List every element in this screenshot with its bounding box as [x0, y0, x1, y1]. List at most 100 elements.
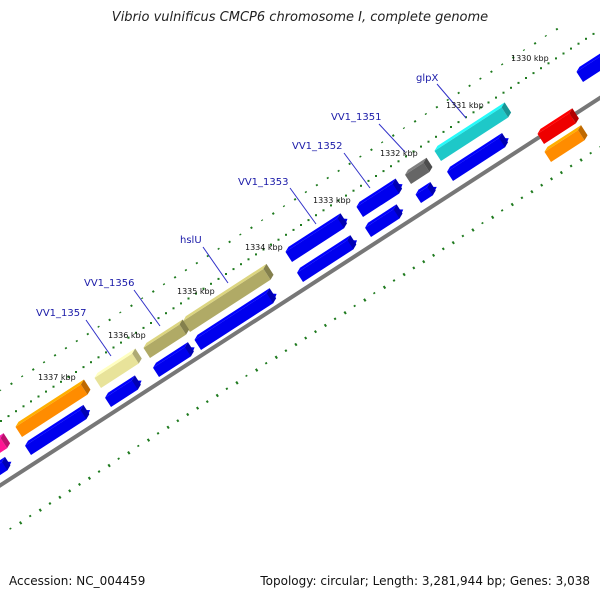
gc-inner-dot	[337, 169, 340, 173]
gc-inner-dot	[140, 297, 144, 300]
ruler-dot	[37, 395, 40, 398]
gc-inner-dot	[0, 389, 2, 392]
ruler-dot	[270, 243, 272, 246]
gene-label-VV1_1352[interactable]: VV1_1352	[292, 141, 343, 152]
gc-outer-dot	[471, 228, 475, 232]
gc-outer-dot	[500, 209, 504, 212]
tick-label-1331: 1331 kbp	[446, 101, 484, 110]
gc-outer-dot	[87, 476, 92, 480]
ruler-dot	[427, 140, 430, 143]
ruler-dot	[172, 307, 175, 310]
cds-lower-8	[25, 404, 91, 455]
feature-VV1_1353	[285, 213, 348, 262]
ruler-dot	[570, 47, 572, 50]
ruler-dot	[0, 420, 2, 422]
feature-orange-left	[15, 379, 91, 437]
scale-tick-labels: 1330 kbp 1331 kbp 1332 kbp 1333 kbp 1334…	[38, 54, 549, 382]
gene-label-VV1_1356[interactable]: VV1_1356	[84, 278, 135, 289]
gene-label-hslU[interactable]: hslU	[180, 235, 202, 246]
leader-line	[289, 187, 317, 225]
gc-outer-dot	[559, 170, 563, 175]
ruler-dot	[382, 170, 385, 173]
gene-label-glpX[interactable]: glpX	[416, 73, 438, 84]
feature-tracks	[0, 53, 600, 476]
ruler-dot	[307, 219, 310, 222]
gc-inner-dot	[589, 7, 590, 8]
leader-line	[436, 83, 467, 119]
ruler-dot	[375, 175, 377, 177]
ruler-dot	[195, 292, 197, 295]
gc-outer-dot	[186, 412, 190, 417]
feature-glpX	[434, 102, 512, 161]
scale-ruler	[0, 32, 595, 422]
gc-outer-dot	[235, 381, 239, 385]
feature-top-right	[576, 53, 600, 82]
tick-label-1336: 1336 kbp	[108, 331, 146, 340]
ruler-dot	[517, 81, 520, 84]
ruler-dot	[120, 341, 122, 344]
ruler-dot	[15, 410, 17, 413]
ruler-dot	[502, 91, 505, 94]
gene-label-VV1_1351[interactable]: VV1_1351	[331, 112, 382, 123]
gc-inner-dot	[555, 28, 559, 31]
gc-outer-dot	[579, 158, 583, 162]
gc-inner-dot	[260, 219, 264, 222]
ruler-dot	[127, 336, 130, 339]
ruler-dot	[217, 277, 220, 280]
gc-outer-dot	[195, 406, 200, 410]
tick-label-1332: 1332 kbp	[380, 149, 418, 158]
ruler-dot	[82, 366, 85, 369]
gene-label-VV1_1357[interactable]: VV1_1357	[36, 308, 87, 319]
gc-outer-dot	[77, 482, 81, 487]
gc-inner-dot	[184, 268, 188, 272]
gc-inner-dot	[162, 283, 166, 286]
ruler-dot	[135, 331, 137, 334]
gc-inner-dot	[511, 56, 515, 59]
gc-outer-dot	[48, 501, 52, 505]
gc-inner-dot	[468, 84, 471, 88]
gc-outer-dot	[264, 361, 268, 365]
gc-outer-dot	[540, 183, 544, 187]
gc-outer-dot	[97, 470, 101, 474]
gc-outer-dot	[589, 151, 593, 155]
gc-inner-dot	[53, 354, 57, 357]
gc-inner-dot	[380, 141, 384, 144]
ruler-dot	[240, 263, 242, 266]
ruler-dot	[532, 72, 535, 75]
ruler-dot	[337, 199, 340, 202]
gc-outer-dot	[215, 393, 219, 398]
ruler-dot	[397, 160, 400, 163]
ruler-dot	[300, 224, 302, 226]
gc-outer-dot	[38, 508, 42, 512]
gc-outer-dot	[254, 368, 259, 372]
ruler-dot	[187, 297, 190, 300]
ruler-dot	[390, 165, 392, 168]
ruler-dot	[577, 42, 580, 45]
map-title: Vibrio vulnificus CMCP6 chromosome I, co…	[111, 10, 489, 25]
ruler-dot	[322, 209, 325, 212]
gc-outer-dot	[156, 431, 160, 435]
leader-line	[202, 246, 229, 284]
cds-lower-5	[194, 288, 277, 350]
ruler-dot	[510, 86, 512, 89]
tick-label-1333: 1333 kbp	[313, 196, 351, 205]
gc-inner-dot	[522, 49, 526, 52]
ruler-dot	[150, 322, 152, 324]
cds-lower-9	[0, 456, 12, 476]
gc-outer-dot	[136, 444, 140, 448]
gc-inner-dot	[173, 276, 177, 279]
ruler-dot	[247, 258, 250, 261]
ruler-dot	[210, 282, 212, 285]
ruler-dot	[97, 356, 100, 359]
ruler-dot	[262, 248, 265, 251]
ruler-dot	[555, 57, 557, 60]
ruler-dot	[330, 204, 332, 207]
gc-outer-dot	[510, 202, 514, 207]
leader-line	[343, 152, 371, 189]
ruler-dot	[232, 268, 235, 271]
gene-label-VV1_1353[interactable]: VV1_1353	[238, 177, 289, 188]
gc-inner-dot	[544, 34, 547, 37]
gc-inner-dot	[42, 361, 46, 364]
label-leader-lines	[85, 83, 467, 357]
